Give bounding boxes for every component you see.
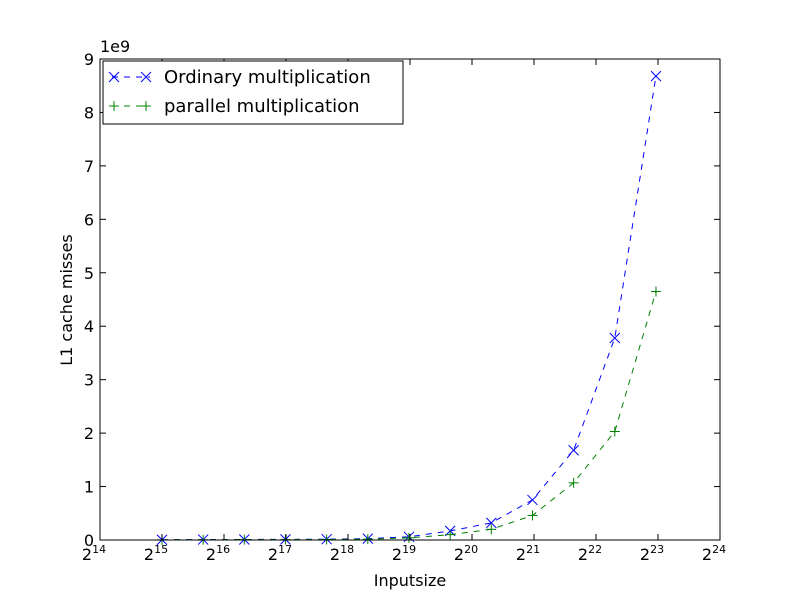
x-tick-label: 222 — [578, 543, 602, 564]
y-tick-label: 5 — [84, 264, 94, 283]
y-tick-label: 9 — [84, 50, 94, 69]
x-tick-label: 224 — [702, 543, 726, 564]
y-tick-label: 8 — [84, 103, 94, 122]
legend-marker — [140, 71, 152, 83]
x-tick-label: 218 — [330, 543, 354, 564]
y-axis-title: L1 cache misses — [57, 234, 76, 366]
legend-marker — [108, 71, 120, 83]
legend: Ordinary multiplication parallel multipli… — [102, 60, 404, 125]
axis-ticks: 214 215 216 217 218 219 220 221 222 223 224 0 1 2 3 4 5 6… — [82, 50, 726, 564]
y-tick-label: 4 — [84, 317, 94, 336]
data-point — [527, 510, 538, 521]
data-point — [568, 444, 579, 456]
x-tick-label: 223 — [640, 543, 664, 564]
plot-frame — [99, 58, 721, 541]
marker-stroke — [568, 444, 579, 456]
data-point — [650, 70, 662, 82]
y-offset-label: 1e9 — [100, 37, 130, 56]
x-tick-label: 220 — [454, 543, 478, 564]
data-point — [485, 517, 497, 529]
marker-stroke — [609, 332, 621, 344]
legend-label: Ordinary multiplication — [164, 67, 371, 88]
data-point — [486, 524, 497, 535]
y-tick-label: 3 — [84, 371, 94, 390]
marker-stroke — [527, 494, 538, 506]
data-point — [445, 529, 456, 540]
x-tick-label: 219 — [392, 543, 416, 564]
series-line-1 — [161, 76, 657, 541]
legend-label: parallel multiplication — [164, 96, 360, 117]
marker-stroke — [485, 517, 497, 529]
legend-marker — [141, 101, 151, 111]
x-tick-label: 216 — [206, 543, 230, 564]
legend-box — [102, 60, 404, 125]
data-point — [650, 286, 661, 297]
data-point — [527, 494, 538, 506]
marker-stroke — [140, 71, 152, 83]
data-point — [403, 532, 414, 543]
y-tick-label: 6 — [84, 210, 94, 229]
x-tick-label: 217 — [268, 543, 292, 564]
data-point — [362, 534, 373, 545]
x-tick-label: 221 — [516, 543, 540, 564]
y-tick-label: 7 — [84, 157, 94, 176]
chart-marks — [156, 70, 662, 546]
legend-marker — [109, 101, 119, 111]
x-axis-title: Inputsize — [374, 571, 446, 590]
x-tick-label: 214 — [82, 543, 106, 564]
data-point — [609, 332, 621, 344]
y-tick-label: 1 — [84, 478, 94, 497]
data-point — [321, 534, 332, 545]
data-point — [609, 426, 620, 437]
marker-stroke — [108, 71, 120, 83]
data-point — [568, 477, 579, 488]
y-tick-label: 0 — [84, 531, 94, 550]
marker-stroke — [650, 70, 662, 82]
x-tick-label: 215 — [144, 543, 168, 564]
series-line-2 — [161, 291, 657, 541]
y-tick-label: 2 — [84, 424, 94, 443]
